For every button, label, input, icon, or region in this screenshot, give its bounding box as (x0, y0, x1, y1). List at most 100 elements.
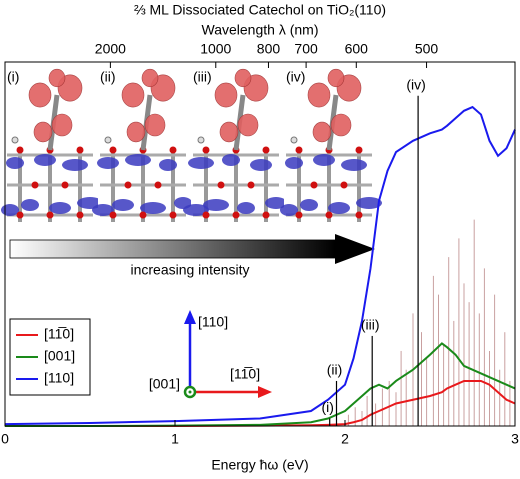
inset-label: (ii) (100, 69, 116, 85)
blue-orbital (203, 199, 229, 211)
blue-orbital (49, 202, 71, 214)
atom (139, 211, 147, 219)
red-orbital (330, 113, 352, 137)
x-tick-label: 1 (171, 431, 179, 447)
red-orbital (237, 113, 259, 137)
inset: (ii) (92, 68, 192, 228)
blue-orbital (112, 199, 134, 211)
atom (290, 136, 298, 144)
intensity-arrow-head (335, 234, 375, 264)
axis-label: [001] (149, 376, 180, 392)
atom (169, 211, 177, 219)
atom (109, 211, 117, 219)
atom (355, 211, 363, 219)
atom (124, 181, 132, 189)
red-orbital (48, 68, 66, 88)
blue-orbital (140, 202, 166, 214)
blue-orbital (356, 197, 382, 209)
blue-orbital (250, 159, 272, 171)
blue-orbital (188, 157, 214, 169)
blue-orbital (21, 199, 39, 211)
red-orbital (234, 68, 252, 88)
atom (310, 181, 318, 189)
x-tick-label: 3 (511, 431, 519, 447)
blue-orbital (300, 199, 318, 211)
transition-label: (iv) (406, 76, 425, 92)
plot-frame (4, 61, 516, 427)
series-line (5, 379, 516, 427)
transition-label: (i) (321, 399, 333, 415)
axis-label: [11̅0] (230, 366, 260, 382)
atom (217, 181, 225, 189)
transition-label: (iii) (361, 317, 380, 333)
axis-label: [110] (198, 314, 228, 330)
inset-label: (iii) (193, 69, 212, 85)
atom (109, 146, 117, 154)
red-orbital (307, 82, 331, 108)
series-line (4, 105, 516, 426)
blue-orbital (92, 204, 114, 216)
intensity-arrow (9, 239, 336, 259)
atom (169, 146, 177, 154)
axes-inset: [110] [11̅0] [001] (149, 310, 272, 399)
inset: (iv) (280, 68, 382, 228)
red-orbital (126, 121, 146, 143)
atom (340, 181, 348, 189)
transition-label: (ii) (327, 362, 343, 378)
atom (202, 146, 210, 154)
blue-orbital (6, 157, 24, 169)
legend-label: [11̅0] (44, 326, 74, 342)
atom (262, 211, 270, 219)
series-line (5, 342, 516, 427)
atom (325, 211, 333, 219)
atom (104, 136, 112, 144)
red-orbital (214, 82, 238, 108)
blue-orbital (313, 154, 335, 166)
red-orbital (33, 121, 53, 143)
blue-orbital (280, 204, 298, 216)
atom (46, 211, 54, 219)
x-axis-title: Energy ħω (eV) (211, 457, 308, 473)
blue-orbital (97, 157, 119, 169)
blue-orbital (328, 202, 350, 214)
atom (295, 211, 303, 219)
inset-label: (i) (7, 69, 19, 85)
x2-tick-label: 500 (415, 41, 439, 57)
red-orbital (28, 82, 52, 108)
atom (232, 211, 240, 219)
atom (76, 211, 84, 219)
x2-tick-label: 1000 (200, 41, 231, 57)
legend-label: [110] (44, 370, 74, 386)
atom (16, 211, 24, 219)
legend-label: [001] (44, 348, 75, 364)
atom (295, 146, 303, 154)
x-tick-label: 2 (341, 431, 349, 447)
atom (76, 146, 84, 154)
blue-orbital (125, 154, 151, 166)
atom (247, 181, 255, 189)
atom (31, 181, 39, 189)
axis-arrow-head (258, 386, 272, 398)
inset-label: (iv) (286, 69, 305, 85)
blue-orbital (222, 154, 240, 166)
axis-dot (188, 390, 192, 394)
blue-orbital (183, 204, 209, 216)
red-orbital (219, 121, 239, 143)
axis-arrow-head (184, 310, 196, 324)
red-orbital (51, 113, 73, 137)
x2-tick-label: 800 (257, 41, 281, 57)
atom (154, 181, 162, 189)
blue-orbital (237, 202, 255, 214)
blue-orbital (1, 204, 19, 216)
atom (355, 146, 363, 154)
atom (197, 136, 205, 144)
atom (16, 146, 24, 154)
blue-orbital (285, 157, 303, 169)
red-orbital (327, 68, 345, 88)
x2-tick-label: 2000 (95, 41, 126, 57)
atom (11, 136, 19, 144)
red-orbital (312, 121, 332, 143)
annotation: increasing intensity (130, 262, 249, 278)
atom (262, 146, 270, 154)
